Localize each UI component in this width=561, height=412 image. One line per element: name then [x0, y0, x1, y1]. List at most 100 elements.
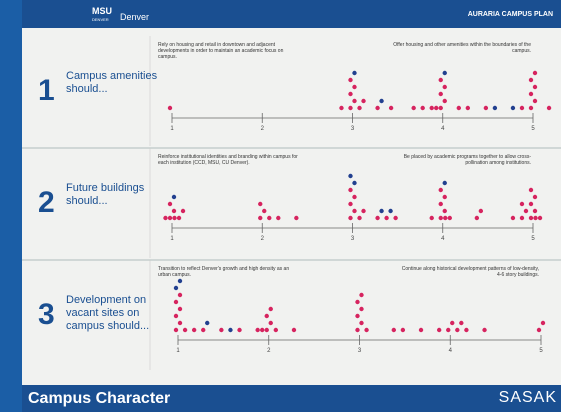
tick-label: 5 [531, 126, 535, 132]
vote-dot [442, 98, 447, 104]
vote-dot [268, 320, 273, 326]
vote-dot [205, 320, 210, 326]
vote-dot [364, 327, 369, 333]
logo: Denver [120, 12, 150, 22]
vote-dot [528, 201, 534, 207]
vote-dot [532, 98, 538, 104]
poster [22, 28, 561, 385]
vote-dot [438, 187, 443, 193]
vote-dot [361, 98, 366, 104]
vote-dot [180, 208, 186, 214]
vote-dot [393, 215, 398, 221]
vote-dot [532, 208, 538, 214]
vote-dot [173, 299, 179, 305]
vote-dot [411, 105, 416, 111]
tick-label: 4 [449, 348, 453, 354]
vote-dot [455, 327, 460, 333]
footer: Campus Character SASAK [22, 385, 561, 412]
vote-dot [339, 105, 344, 111]
vote-dot [357, 215, 362, 221]
vote-dot [352, 180, 357, 186]
vote-dot [474, 215, 480, 221]
right-statement: Be placed by academic programs together … [403, 154, 531, 166]
vote-dot [379, 208, 384, 214]
vote-dot [352, 84, 357, 90]
vote-dot [262, 208, 267, 214]
tick-label: 2 [267, 348, 271, 354]
vote-dot [182, 327, 188, 333]
vote-dot [442, 84, 447, 90]
vote-dot [442, 180, 447, 186]
vote-dot [191, 327, 197, 333]
header-title: AURARIA CAMPUS PLAN [467, 11, 553, 18]
vote-dot [528, 105, 534, 111]
vote-dot [379, 98, 384, 104]
vote-dot [173, 313, 179, 319]
row-label: Campus amenities should... [66, 70, 158, 95]
vote-dot [355, 327, 360, 333]
vote-dot [519, 105, 525, 111]
vote-dot [273, 327, 279, 333]
vote-dot [438, 215, 443, 221]
row-number: 2 [38, 186, 55, 219]
vote-dot [359, 320, 364, 326]
vote-dot [532, 194, 538, 200]
vote-dot [510, 215, 516, 221]
vote-dot [219, 327, 224, 333]
vote-dot [388, 208, 393, 214]
vote-dot [537, 215, 543, 221]
footer-title: Campus Character [28, 390, 171, 407]
tick-label: 3 [351, 126, 355, 132]
tick-label: 1 [170, 126, 174, 132]
vote-dot [355, 299, 360, 305]
row-number: 1 [38, 74, 55, 107]
vote-dot [167, 215, 173, 221]
vote-dot [434, 105, 439, 111]
vote-dot [519, 201, 525, 207]
vote-dot [436, 327, 442, 333]
logo: DENVER [92, 17, 109, 22]
logo: MSU [92, 6, 112, 16]
tick-label: 4 [441, 126, 445, 132]
tick-label: 1 [170, 236, 174, 242]
vote-dot [528, 187, 534, 193]
vote-dot [171, 208, 177, 214]
right-statement: Continue along historical development pa… [401, 266, 539, 278]
tick-label: 3 [358, 348, 362, 354]
vote-dot [384, 215, 389, 221]
tick-label: 4 [441, 236, 445, 242]
vote-dot [352, 208, 357, 214]
vote-dot [400, 327, 406, 333]
vote-dot [348, 77, 353, 83]
vote-dot [258, 201, 263, 207]
tick-label: 5 [539, 348, 543, 354]
vote-dot [375, 105, 380, 111]
vote-dot [446, 327, 451, 333]
vote-dot [171, 194, 177, 200]
vote-dot [540, 320, 546, 326]
vote-dot [348, 187, 353, 193]
vote-dot [352, 70, 357, 76]
vote-dot [443, 215, 448, 221]
vote-dot [528, 215, 534, 221]
vote-dot [456, 105, 461, 111]
vote-dot [255, 327, 260, 333]
vote-dot [438, 77, 443, 83]
vote-dot [172, 215, 177, 221]
vote-dot [442, 194, 447, 200]
vote-dot [442, 70, 447, 76]
row-label: Future buildings should... [66, 182, 145, 207]
vote-dot [391, 327, 396, 333]
vote-dot [359, 306, 364, 312]
vote-dot [357, 105, 362, 111]
vote-dot [429, 105, 434, 111]
vote-dot [442, 208, 447, 214]
vote-dot [260, 327, 265, 333]
tick-label: 2 [261, 236, 265, 242]
tick-label: 2 [261, 126, 265, 132]
vote-dot [267, 215, 272, 221]
vote-dot [268, 306, 273, 312]
vote-dot [536, 327, 542, 333]
vote-dot [352, 194, 357, 200]
